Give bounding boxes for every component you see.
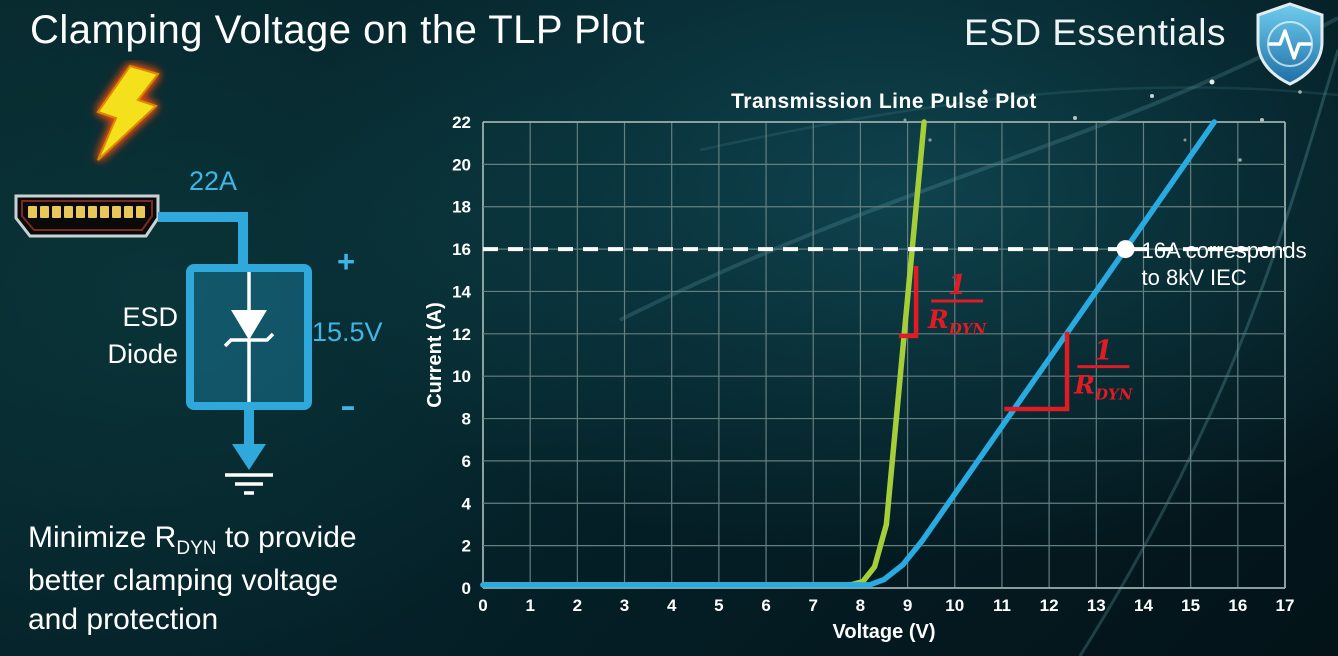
x-axis-label: Voltage (V) xyxy=(833,621,936,643)
note-line-1: Minimize RDYN to provide xyxy=(28,521,357,559)
y-tick-label: 2 xyxy=(462,537,471,556)
x-tick-label: 14 xyxy=(1134,596,1153,615)
y-tick-label: 16 xyxy=(452,240,471,259)
rdyn-fraction-numerator: 1 xyxy=(1094,336,1113,367)
x-tick-label: 15 xyxy=(1181,596,1200,615)
marker-annotation-line1: 16A corresponds xyxy=(1142,238,1307,263)
x-tick-label: 10 xyxy=(945,596,964,615)
wire xyxy=(158,212,248,272)
y-tick-label: 8 xyxy=(462,410,471,429)
x-tick-label: 11 xyxy=(993,596,1011,615)
chart-title: Transmission Line Pulse Plot xyxy=(731,90,1037,113)
x-tick-label: 3 xyxy=(620,596,629,615)
takeaway-note: Minimize RDYN to provide better clamping… xyxy=(28,518,357,639)
page-title: Clamping Voltage on the TLP Plot xyxy=(30,8,645,52)
lightning-bolt-icon xyxy=(96,64,160,161)
y-axis-label: Current (A) xyxy=(425,302,446,408)
y-tick-label: 6 xyxy=(462,452,471,471)
plus-label: + xyxy=(337,244,356,279)
x-tick-label: 6 xyxy=(761,596,770,615)
y-tick-label: 12 xyxy=(452,325,471,344)
minus-label: - xyxy=(340,379,356,432)
hdmi-connector-icon xyxy=(14,194,160,238)
x-tick-label: 7 xyxy=(809,596,818,615)
esd-diagram xyxy=(14,64,312,495)
tlp-chart: 0 1 2 3 4 5 6 7 8 9 10 11 12 13 14 15 16 1702468101214161… xyxy=(425,90,1307,643)
series-high-rdyn-diode-blue xyxy=(480,119,1217,588)
x-tick-label: 12 xyxy=(1040,596,1059,615)
x-tick-label: 0 xyxy=(478,596,487,615)
rdyn-fraction-denominator: RDYN xyxy=(1073,371,1133,404)
x-tick-label: 5 xyxy=(714,596,723,615)
x-tick-label: 8 xyxy=(856,596,865,615)
x-tick-label: 4 xyxy=(667,596,677,615)
surge-current-label: 22A xyxy=(189,166,238,196)
x-tick-label: 2 xyxy=(573,596,582,615)
y-tick-label: 10 xyxy=(452,367,471,386)
y-tick-label: 14 xyxy=(452,282,471,301)
slope-indicator xyxy=(1004,331,1070,412)
brand-name: ESD Essentials xyxy=(964,12,1226,53)
y-tick-label: 22 xyxy=(452,113,471,132)
rdyn-fraction-denominator: RDYN xyxy=(927,305,987,338)
series-low-rdyn-diode-green xyxy=(480,119,927,588)
x-tick-label: 9 xyxy=(903,596,912,615)
slope-indicator xyxy=(899,266,919,339)
y-tick-label: 20 xyxy=(452,155,471,174)
y-tick-label: 4 xyxy=(462,494,472,513)
rdyn-fraction-numerator: 1 xyxy=(948,270,967,301)
x-tick-label: 13 xyxy=(1087,596,1106,615)
clamp-voltage-label: 15.5V xyxy=(312,317,383,347)
note-line-3: and protection xyxy=(28,603,219,636)
marker-16A-dot xyxy=(1116,240,1135,259)
ground-icon xyxy=(225,406,273,495)
shield-pulse-icon xyxy=(1256,2,1324,86)
x-tick-label: 1 xyxy=(525,596,534,615)
x-tick-label: 17 xyxy=(1276,596,1295,615)
y-tick-label: 0 xyxy=(462,579,471,598)
x-tick-label: 16 xyxy=(1228,596,1247,615)
marker-annotation-line2: to 8kV IEC xyxy=(1142,265,1247,290)
zener-diode-icon xyxy=(223,272,275,402)
note-line-2: better clamping voltage xyxy=(28,564,339,597)
esd-diode-label: ESD Diode xyxy=(107,302,178,369)
y-tick-label: 18 xyxy=(452,198,471,217)
